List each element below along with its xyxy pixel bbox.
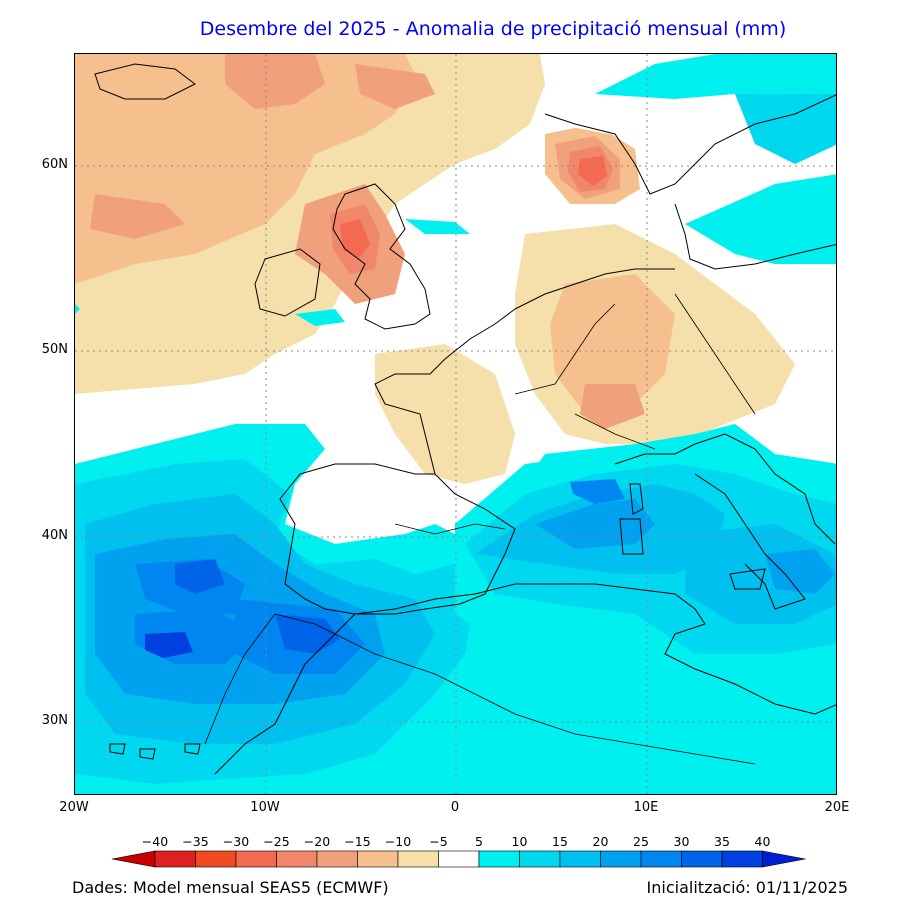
graticule [75, 54, 836, 794]
lat-label-50n: 50N [41, 342, 68, 357]
map-title: Desembre del 2025 - Anomalia de precipit… [199, 18, 787, 40]
lat-label-30n: 30N [41, 713, 68, 728]
colorbar-tick-label: 20 [592, 834, 609, 849]
lat-label-60n: 60N [41, 157, 68, 172]
colorbar-swatch [235, 850, 277, 868]
colorbar-swatch [438, 850, 480, 868]
colorbar-tick-label: 25 [633, 834, 649, 849]
colorbar-tick-label: −40 [141, 834, 169, 849]
colorbar-tick-label: −5 [429, 834, 448, 849]
colorbar-tick-label: 30 [673, 834, 690, 849]
colorbar-swatch [519, 850, 561, 868]
colorbar-swatch [721, 850, 763, 868]
colorbar-tick-label: 10 [511, 834, 528, 849]
colorbar-swatch [478, 850, 520, 868]
colorbar-swatch [316, 850, 358, 868]
colorbar-tick-label: 40 [754, 834, 771, 849]
colorbar-swatch [600, 850, 642, 868]
colorbar-arrow-min [111, 850, 156, 868]
colorbar-arrow-max [762, 850, 806, 868]
data-source-label: Dades: Model mensual SEAS5 (ECMWF) [72, 878, 389, 897]
colorbar-tick-label: −15 [344, 834, 371, 849]
lon-label-10e: 10E [633, 800, 659, 815]
map-canvas [75, 54, 836, 794]
positive-anomaly-regions [75, 54, 836, 794]
colorbar-tick-label: −20 [303, 834, 331, 849]
colorbar-tick-label: −25 [263, 834, 290, 849]
initialization-date-label: Inicialització: 01/11/2025 [646, 878, 848, 897]
lon-label-20w: 20W [59, 800, 89, 815]
precipitation-anomaly-map [74, 53, 837, 795]
lon-label-10w: 10W [250, 800, 280, 815]
colorbar-tick-label: 35 [714, 834, 730, 849]
colorbar-swatch [154, 850, 196, 868]
lat-label-40n: 40N [41, 528, 68, 543]
colorbar-swatch [640, 850, 682, 868]
borders [204, 293, 756, 765]
colorbar-swatch [681, 850, 723, 868]
colorbar-swatch [276, 850, 318, 868]
colorbar-swatch [195, 850, 237, 868]
colorbar-tick-label: −30 [222, 834, 250, 849]
lon-label-0: 0 [450, 800, 460, 815]
colorbar-swatch [559, 850, 601, 868]
lon-label-20e: 20E [824, 800, 850, 815]
negative-anomaly-regions [75, 54, 836, 714]
colorbar-tick-label: 5 [475, 834, 483, 849]
coastlines [94, 63, 836, 775]
colorbar-tick-label: −10 [384, 834, 412, 849]
colorbar-tick-label: 15 [552, 834, 568, 849]
colorbar-tick-label: −35 [182, 834, 209, 849]
colorbar-swatch [357, 850, 399, 868]
colorbar-swatch [397, 850, 439, 868]
